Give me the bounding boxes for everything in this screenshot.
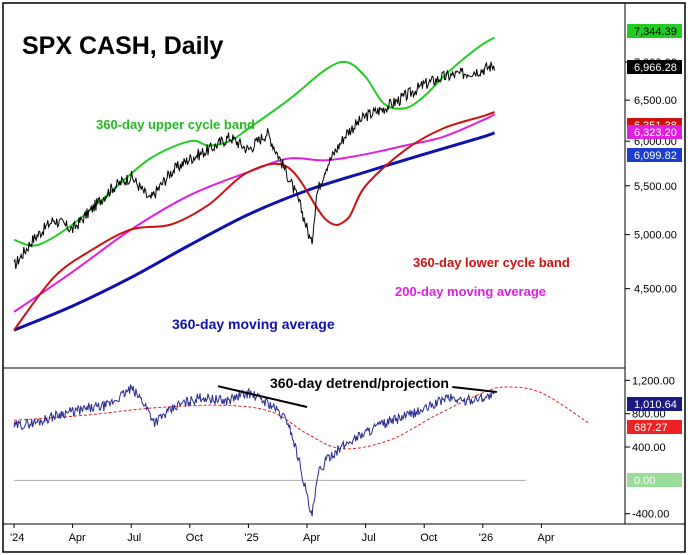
last-ma200: 6,323.20 xyxy=(634,127,677,139)
line-lower-band xyxy=(13,111,495,331)
last-price: 6,966.28 xyxy=(634,62,677,74)
y-tick-label: 6,000.00 xyxy=(634,136,677,148)
last-detrend: 1,010.64 xyxy=(634,399,677,411)
y-tick-label: 1,200.00 xyxy=(632,375,675,387)
x-tick-label: Apr xyxy=(69,532,86,544)
x-tick-label: Jul xyxy=(362,532,376,544)
line-detrend xyxy=(13,384,495,517)
last-projection: 687.27 xyxy=(634,422,668,434)
y-tick-label: 800.00 xyxy=(632,409,666,421)
lower-panel-series xyxy=(13,384,589,517)
x-tick-label: Oct xyxy=(186,532,203,544)
x-tick-label: '25 xyxy=(244,532,258,544)
last-zero-box xyxy=(627,473,682,487)
y-tick-label: 6,500.00 xyxy=(634,95,677,107)
y-tick-label: 5,000.00 xyxy=(634,230,677,242)
last-ma360-box xyxy=(627,148,682,162)
last-ma200-box xyxy=(627,125,682,139)
ma360-annotation: 360-day moving average xyxy=(172,316,335,332)
x-tick-label: Jul xyxy=(127,532,141,544)
upper-band-annotation: 360-day upper cycle band xyxy=(96,117,255,132)
line-price xyxy=(13,61,495,270)
last-price-box xyxy=(627,60,682,74)
y-tick-label: 5,500.00 xyxy=(634,181,677,193)
last-detrend-box xyxy=(627,397,682,411)
ma200-annotation: 200-day moving average xyxy=(395,284,546,299)
last-projection-box xyxy=(627,420,682,434)
x-tick-label: Oct xyxy=(420,532,437,544)
lower-band-annotation: 360-day lower cycle band xyxy=(413,255,570,270)
last-upper-band-box xyxy=(627,24,682,38)
line-ma200 xyxy=(13,113,495,313)
last-value-markers: 7,344.396,966.286,351.386,323.206,099.82… xyxy=(627,24,682,487)
x-tick-label: Apr xyxy=(537,532,554,544)
upper-panel-series xyxy=(13,36,496,332)
line-projection xyxy=(13,386,589,450)
y-tick-label: 400.00 xyxy=(632,442,666,454)
y-tick-label: -400.00 xyxy=(632,509,669,521)
x-tick-label: '26 xyxy=(479,532,493,544)
last-zero: 0.00 xyxy=(634,475,655,487)
x-tick-label: '24 xyxy=(10,532,24,544)
detrend-title: 360-day detrend/projection xyxy=(270,375,449,391)
chart-title: SPX CASH, Daily xyxy=(22,32,224,60)
line-ma360 xyxy=(13,131,496,332)
x-tick-label: Apr xyxy=(303,532,320,544)
y-tick-label: 4,500.00 xyxy=(634,284,677,296)
last-upper-band: 7,344.39 xyxy=(634,26,677,38)
last-ma360: 6,099.82 xyxy=(634,150,677,162)
trendline-left xyxy=(217,385,308,408)
trendline-right xyxy=(452,386,497,393)
